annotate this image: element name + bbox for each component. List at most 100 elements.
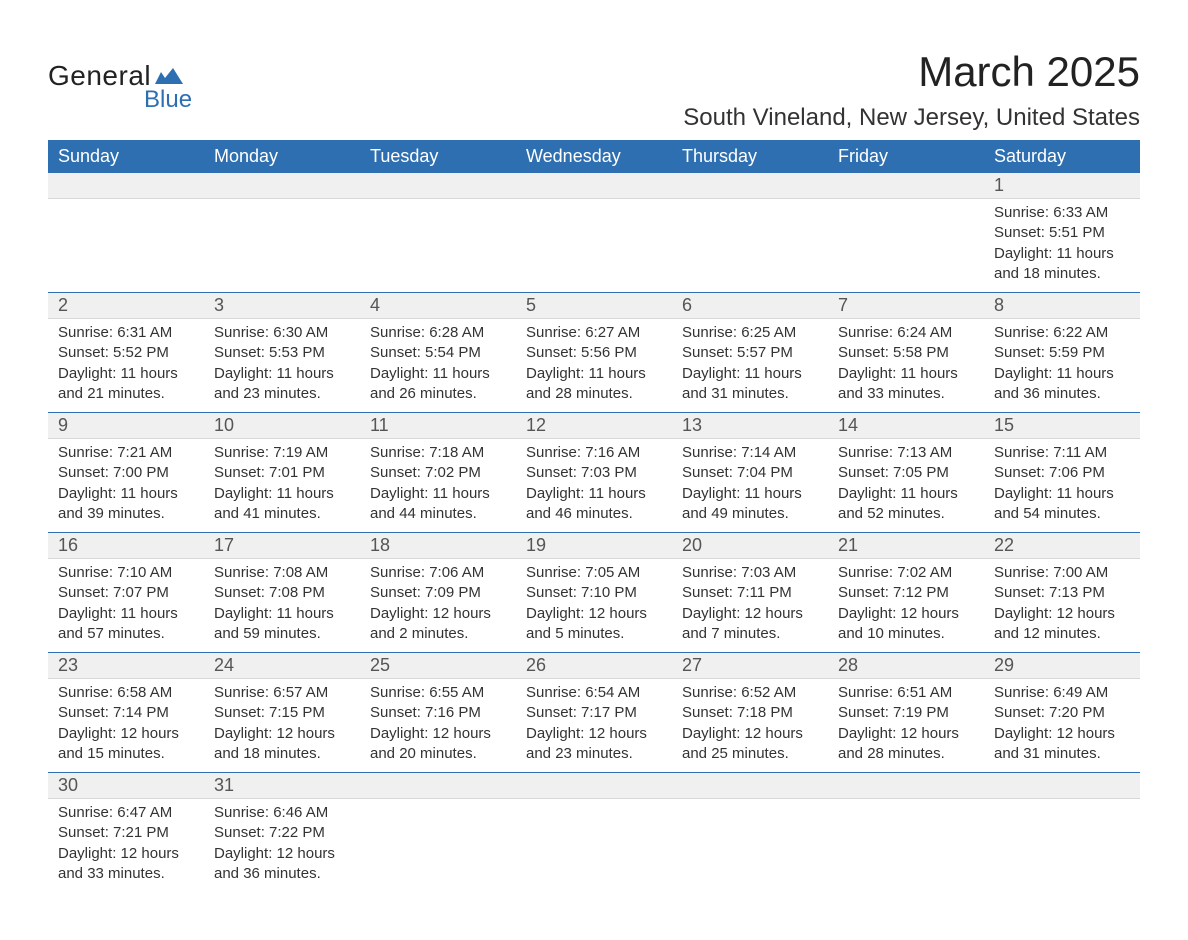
daylight-text: Daylight: 12 hours <box>58 724 194 744</box>
day-number-cell: 16 <box>48 533 204 559</box>
daylight-text: and 12 minutes. <box>994 624 1130 644</box>
day-data-cell: Sunrise: 7:18 AMSunset: 7:02 PMDaylight:… <box>360 439 516 533</box>
sunset-text: Sunset: 7:13 PM <box>994 583 1130 603</box>
day-data-cell: Sunrise: 7:16 AMSunset: 7:03 PMDaylight:… <box>516 439 672 533</box>
daylight-text: Daylight: 11 hours <box>994 364 1130 384</box>
day-number-cell <box>516 173 672 199</box>
day-number-cell: 8 <box>984 293 1140 319</box>
sunset-text: Sunset: 7:03 PM <box>526 463 662 483</box>
day-number-cell: 19 <box>516 533 672 559</box>
sunrise-text: Sunrise: 6:28 AM <box>370 323 506 343</box>
day-number-cell: 1 <box>984 173 1140 199</box>
sunrise-text: Sunrise: 7:00 AM <box>994 563 1130 583</box>
daylight-text: and 2 minutes. <box>370 624 506 644</box>
day-data-cell: Sunrise: 6:54 AMSunset: 7:17 PMDaylight:… <box>516 679 672 773</box>
daylight-text: and 20 minutes. <box>370 744 506 764</box>
daylight-text: Daylight: 11 hours <box>58 484 194 504</box>
day-data-cell: Sunrise: 6:52 AMSunset: 7:18 PMDaylight:… <box>672 679 828 773</box>
daylight-text: Daylight: 12 hours <box>370 724 506 744</box>
day-number-cell: 7 <box>828 293 984 319</box>
day-number-cell <box>672 173 828 199</box>
sunrise-text: Sunrise: 6:33 AM <box>994 203 1130 223</box>
weekday-header: Monday <box>204 140 360 173</box>
calendar-table: Sunday Monday Tuesday Wednesday Thursday… <box>48 140 1140 892</box>
sunset-text: Sunset: 7:19 PM <box>838 703 974 723</box>
day-number-cell: 31 <box>204 773 360 799</box>
sunrise-text: Sunrise: 7:14 AM <box>682 443 818 463</box>
day-data-cell <box>204 199 360 293</box>
day-data-cell: Sunrise: 7:10 AMSunset: 7:07 PMDaylight:… <box>48 559 204 653</box>
daylight-text: and 25 minutes. <box>682 744 818 764</box>
day-number-cell: 29 <box>984 653 1140 679</box>
day-data-cell: Sunrise: 6:55 AMSunset: 7:16 PMDaylight:… <box>360 679 516 773</box>
sunrise-text: Sunrise: 7:11 AM <box>994 443 1130 463</box>
sunset-text: Sunset: 7:07 PM <box>58 583 194 603</box>
day-number-cell: 28 <box>828 653 984 679</box>
daylight-text: and 44 minutes. <box>370 504 506 524</box>
day-data-cell: Sunrise: 7:19 AMSunset: 7:01 PMDaylight:… <box>204 439 360 533</box>
sunset-text: Sunset: 7:01 PM <box>214 463 350 483</box>
sunrise-text: Sunrise: 7:18 AM <box>370 443 506 463</box>
sunrise-text: Sunrise: 7:10 AM <box>58 563 194 583</box>
daylight-text: Daylight: 11 hours <box>526 364 662 384</box>
weekday-header: Wednesday <box>516 140 672 173</box>
sunset-text: Sunset: 7:04 PM <box>682 463 818 483</box>
sunset-text: Sunset: 7:02 PM <box>370 463 506 483</box>
day-number-cell: 20 <box>672 533 828 559</box>
day-data-cell: Sunrise: 6:31 AMSunset: 5:52 PMDaylight:… <box>48 319 204 413</box>
daylight-text: Daylight: 12 hours <box>682 724 818 744</box>
daylight-text: and 10 minutes. <box>838 624 974 644</box>
sunset-text: Sunset: 5:52 PM <box>58 343 194 363</box>
day-number-cell: 23 <box>48 653 204 679</box>
day-number-cell: 17 <box>204 533 360 559</box>
day-number-cell <box>984 773 1140 799</box>
daylight-text: and 49 minutes. <box>682 504 818 524</box>
daylight-text: and 41 minutes. <box>214 504 350 524</box>
daylight-text: and 57 minutes. <box>58 624 194 644</box>
weekday-header: Friday <box>828 140 984 173</box>
daylight-text: Daylight: 11 hours <box>838 484 974 504</box>
daylight-text: Daylight: 11 hours <box>214 484 350 504</box>
daylight-text: Daylight: 12 hours <box>838 724 974 744</box>
day-data-cell <box>828 799 984 893</box>
sunset-text: Sunset: 7:21 PM <box>58 823 194 843</box>
sunset-text: Sunset: 7:09 PM <box>370 583 506 603</box>
day-data-cell: Sunrise: 6:28 AMSunset: 5:54 PMDaylight:… <box>360 319 516 413</box>
sunset-text: Sunset: 7:17 PM <box>526 703 662 723</box>
day-number-cell: 10 <box>204 413 360 439</box>
day-number-row: 1 <box>48 173 1140 199</box>
day-number-cell: 25 <box>360 653 516 679</box>
day-data-cell: Sunrise: 7:08 AMSunset: 7:08 PMDaylight:… <box>204 559 360 653</box>
weekday-header: Thursday <box>672 140 828 173</box>
daylight-text: and 39 minutes. <box>58 504 194 524</box>
day-number-cell: 21 <box>828 533 984 559</box>
day-data-cell: Sunrise: 7:13 AMSunset: 7:05 PMDaylight:… <box>828 439 984 533</box>
day-number-cell: 15 <box>984 413 1140 439</box>
sunrise-text: Sunrise: 6:57 AM <box>214 683 350 703</box>
sunset-text: Sunset: 7:05 PM <box>838 463 974 483</box>
sunrise-text: Sunrise: 7:06 AM <box>370 563 506 583</box>
daylight-text: Daylight: 12 hours <box>526 604 662 624</box>
daylight-text: Daylight: 12 hours <box>682 604 818 624</box>
weekday-header: Tuesday <box>360 140 516 173</box>
sunrise-text: Sunrise: 7:21 AM <box>58 443 194 463</box>
day-data-cell: Sunrise: 7:00 AMSunset: 7:13 PMDaylight:… <box>984 559 1140 653</box>
sunrise-text: Sunrise: 7:16 AM <box>526 443 662 463</box>
day-number-cell <box>828 173 984 199</box>
day-number-cell <box>672 773 828 799</box>
day-number-cell <box>204 173 360 199</box>
day-number-row: 3031 <box>48 773 1140 799</box>
day-number-cell: 12 <box>516 413 672 439</box>
day-data-cell <box>672 799 828 893</box>
daylight-text: Daylight: 11 hours <box>994 484 1130 504</box>
sunrise-text: Sunrise: 6:58 AM <box>58 683 194 703</box>
daylight-text: and 54 minutes. <box>994 504 1130 524</box>
sunset-text: Sunset: 5:56 PM <box>526 343 662 363</box>
daylight-text: Daylight: 11 hours <box>370 364 506 384</box>
daylight-text: and 26 minutes. <box>370 384 506 404</box>
sunrise-text: Sunrise: 6:30 AM <box>214 323 350 343</box>
day-data-cell: Sunrise: 6:58 AMSunset: 7:14 PMDaylight:… <box>48 679 204 773</box>
sunset-text: Sunset: 7:11 PM <box>682 583 818 603</box>
sunset-text: Sunset: 7:18 PM <box>682 703 818 723</box>
daylight-text: and 7 minutes. <box>682 624 818 644</box>
